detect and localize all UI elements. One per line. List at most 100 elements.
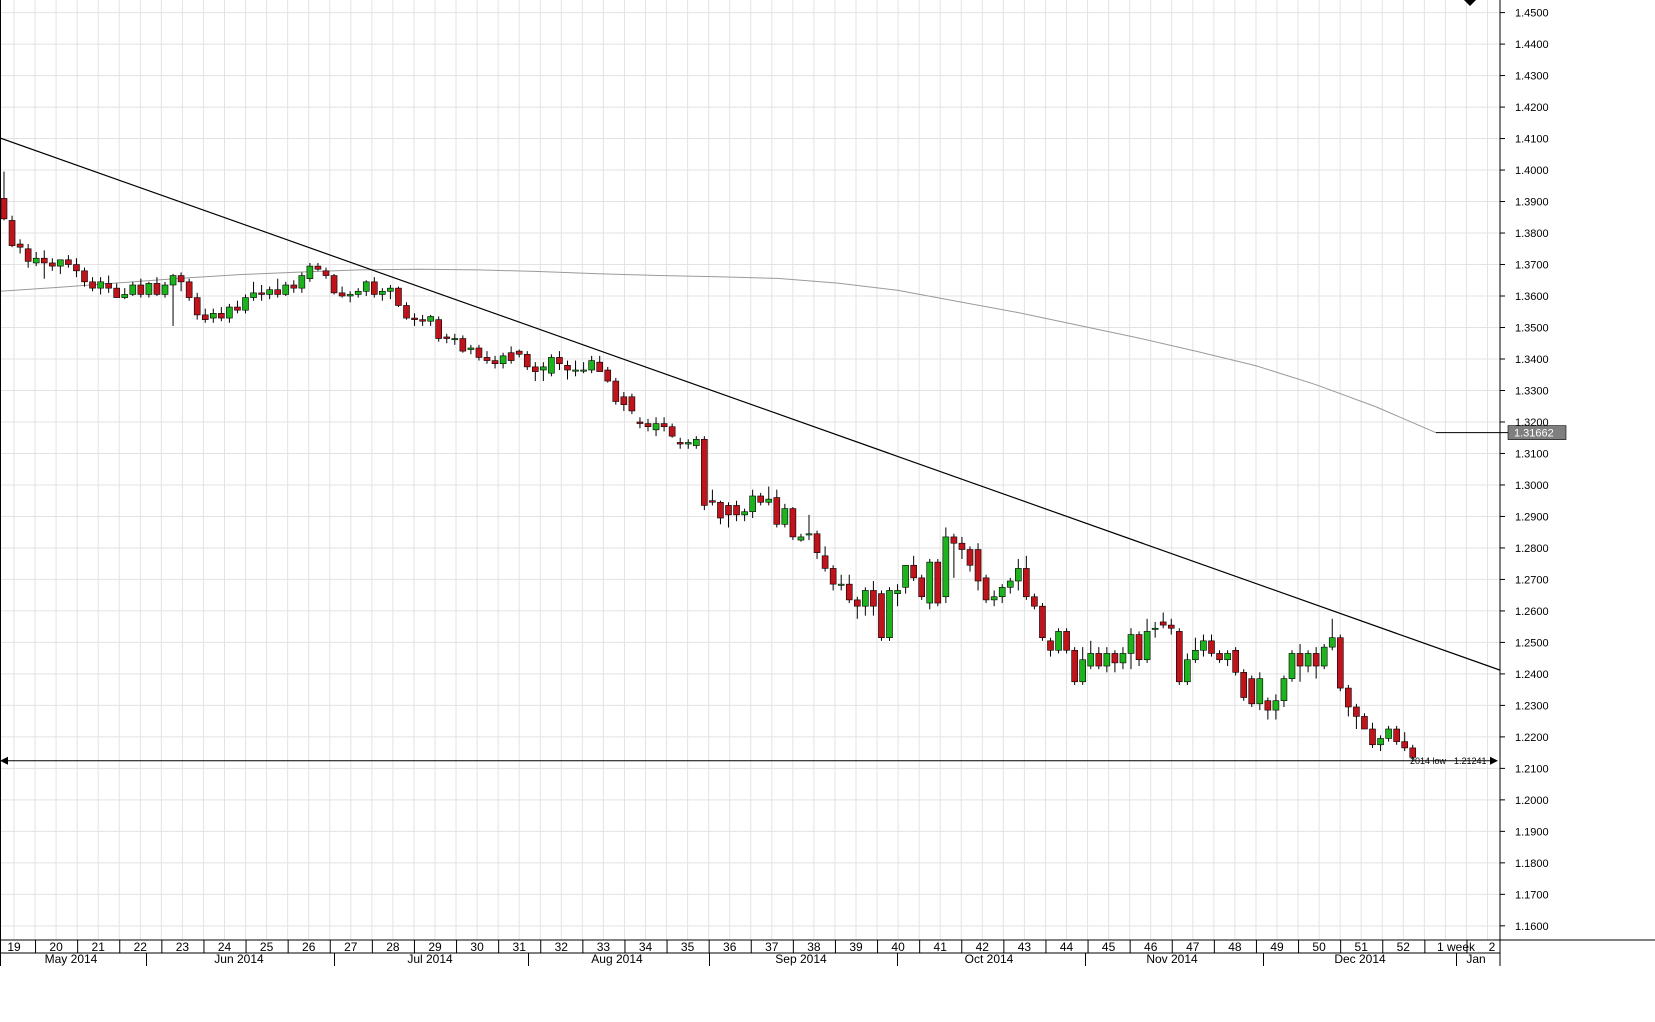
candle-down — [966, 549, 974, 566]
candle-up — [1328, 637, 1336, 648]
candle-up — [129, 284, 137, 295]
candle-up — [242, 297, 249, 311]
month-label: Dec 2014 — [1334, 952, 1386, 966]
candle-down — [201, 314, 209, 320]
candle-down — [435, 319, 443, 339]
current-value-badge-layer: 1.31662 — [1507, 425, 1567, 440]
candle-up — [684, 442, 692, 445]
candle-up — [145, 283, 153, 295]
month-label: Jul 2014 — [407, 952, 453, 966]
candle-up — [805, 533, 813, 536]
y-tick-label: 1.4100 — [1515, 134, 1549, 146]
candle-up — [1377, 738, 1384, 746]
candle-up — [902, 564, 909, 588]
low-line-value: 1.21241 — [1454, 756, 1487, 766]
candle-down — [515, 350, 523, 355]
candle-down — [821, 555, 829, 569]
candle-up — [169, 275, 177, 286]
current-value-badge — [1507, 425, 1567, 440]
candle-down — [507, 352, 515, 361]
y-tick-label: 1.1800 — [1515, 858, 1549, 870]
candle-up — [1200, 640, 1207, 651]
candle-down — [1312, 653, 1320, 667]
candle-up — [749, 495, 756, 513]
y-tick-label: 1.2800 — [1515, 543, 1549, 555]
y-tick-label: 1.2400 — [1515, 669, 1549, 681]
candle-up — [467, 347, 475, 350]
candle-down — [1159, 621, 1167, 626]
candle-down — [274, 289, 282, 295]
candle-down — [1135, 634, 1143, 661]
y-tick-label: 1.4400 — [1515, 39, 1549, 51]
candle-up — [1014, 568, 1022, 582]
candle-down — [709, 500, 716, 503]
candle-up — [306, 265, 314, 279]
y-tick-label: 1.2700 — [1515, 574, 1549, 586]
candle-up — [652, 423, 660, 431]
candle-up — [837, 583, 845, 586]
candle-down — [24, 248, 32, 262]
y-tick-label: 1.3800 — [1515, 228, 1549, 240]
candle-up — [354, 290, 362, 295]
candle-up — [266, 289, 273, 295]
candle-up — [1288, 653, 1296, 679]
week-label: 46 — [1144, 940, 1158, 954]
candle-down — [870, 590, 877, 607]
candle-down — [1296, 653, 1304, 667]
week-label: 23 — [176, 940, 190, 954]
week-label: 39 — [849, 940, 863, 954]
candle-down — [644, 423, 652, 428]
x-axis: 19 20 21 22 23 24 25 26 27 28 29 30 31 32 33 34 35 36 37 38… — [0, 939, 1655, 966]
candle-up — [499, 355, 507, 365]
candle-down — [322, 270, 330, 276]
y-tick-label: 1.3700 — [1515, 260, 1549, 272]
candle-up — [1320, 646, 1328, 667]
grid — [0, 0, 1500, 940]
moving-average-line — [0, 268, 1437, 434]
candle-down — [853, 599, 861, 607]
candle-up — [346, 294, 354, 297]
y-tick-label: 1.4000 — [1515, 165, 1549, 177]
week-label: 37 — [765, 940, 779, 954]
candle-down — [757, 495, 765, 503]
candle-down — [950, 536, 958, 544]
candle-down — [1039, 605, 1046, 638]
week-label: 25 — [260, 940, 274, 954]
candle-down — [1409, 747, 1417, 758]
candle-down — [290, 284, 298, 289]
candle-down — [1095, 653, 1103, 667]
candle-up — [588, 360, 595, 371]
candle-down — [668, 426, 676, 437]
candle-down — [1176, 631, 1183, 683]
candle-down — [483, 357, 491, 361]
week-label: 30 — [470, 940, 484, 954]
candle-down — [531, 366, 539, 372]
candle-up — [942, 536, 950, 598]
y-tick-label: 1.4500 — [1515, 8, 1549, 20]
week-label: 26 — [302, 940, 316, 954]
candle-down — [564, 364, 571, 371]
candle-down — [443, 336, 451, 339]
candle-down — [604, 369, 612, 382]
y-axis: 1.4500 1.4400 1.4300 1.4200 1.4100 1.4000 1.39… — [0, 0, 1549, 966]
candle-up — [781, 508, 789, 525]
y-tick-label: 1.2600 — [1515, 606, 1549, 618]
candle-down — [958, 542, 966, 550]
candle-up — [797, 536, 805, 541]
y-tick-label: 1.3000 — [1515, 480, 1549, 492]
candle-down — [137, 284, 145, 295]
candle-down — [0, 198, 8, 220]
candle-up — [451, 338, 459, 341]
week-label: 40 — [891, 940, 905, 954]
candle-down — [910, 564, 917, 579]
candle-down — [1023, 568, 1030, 598]
candle-down — [419, 319, 426, 322]
candle-up — [379, 290, 386, 295]
candle-down — [338, 292, 346, 297]
candle-up — [161, 284, 169, 295]
candle-down — [89, 281, 96, 289]
candle-down — [701, 438, 708, 506]
week-label: 48 — [1228, 940, 1242, 954]
candle-up — [1385, 728, 1392, 739]
